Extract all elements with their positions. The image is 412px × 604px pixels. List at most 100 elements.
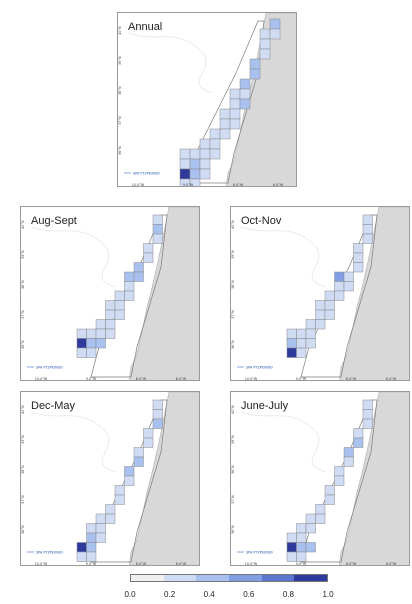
grid-cell — [353, 428, 364, 439]
grid-cell — [114, 300, 125, 311]
colorbar-bin — [261, 575, 295, 581]
grid-cell — [324, 485, 335, 496]
panel-title: Annual — [128, 21, 163, 33]
legend-label: SPA PTZPE0080 — [36, 551, 63, 555]
grid-cell — [86, 532, 97, 543]
grid-cell — [95, 523, 106, 534]
colorbar-bin — [229, 575, 262, 581]
grid-cell — [296, 542, 307, 553]
x-tick-label: 9.0°W — [296, 377, 307, 381]
grid-cell — [334, 466, 345, 477]
y-tick-label: 39°N — [21, 435, 25, 444]
grid-cell — [315, 504, 326, 515]
grid-cell — [305, 328, 316, 339]
grid-cell — [86, 523, 97, 534]
grid-cell — [95, 319, 106, 330]
grid-cell — [86, 347, 97, 358]
grid-cell — [269, 28, 281, 40]
grid-cell — [305, 523, 316, 534]
y-tick-label: 36°N — [231, 525, 235, 534]
grid-cell — [179, 148, 191, 160]
grid-cell — [296, 338, 307, 349]
grid-cell — [95, 328, 106, 339]
x-tick-label: 10.0°W — [132, 183, 145, 187]
grid-cell — [76, 347, 87, 358]
x-tick-label: 9.0°W — [86, 562, 97, 566]
grid-cell — [334, 281, 345, 292]
grid-cell — [219, 118, 231, 130]
panel-title: Oct-Nov — [241, 215, 282, 227]
grid-cell — [343, 271, 354, 282]
grid-cell — [219, 128, 231, 140]
grid-cell — [189, 158, 201, 170]
grid-cell — [95, 532, 106, 543]
grid-cell — [209, 138, 221, 150]
grid-cell — [105, 319, 116, 330]
grid-cell — [286, 328, 297, 339]
y-tick-label: 38°N — [21, 465, 25, 474]
bathymetry-line — [30, 226, 117, 288]
y-tick-label: 38°N — [231, 465, 235, 474]
grid-cell — [353, 252, 364, 263]
grid-cell — [334, 475, 345, 486]
grid-cell — [199, 168, 211, 180]
grid-cell — [305, 338, 316, 349]
bathymetry-line — [240, 411, 327, 473]
grid-cell — [324, 309, 335, 320]
y-tick-label: 37°N — [21, 310, 25, 319]
grid-cell — [239, 78, 251, 90]
grid-cell — [362, 409, 373, 420]
map-panel-oct-nov: 40°N 39°N 38°N 37°N 36°N 10.0°W 9.0°W 8.0°W 6.0°… — [230, 206, 410, 381]
x-tick-label: 6.0°W — [386, 377, 397, 381]
bathymetry-line — [30, 411, 117, 473]
grid-cell — [353, 243, 364, 254]
grid-cell — [259, 38, 271, 50]
grid-cell — [343, 447, 354, 458]
colorbar-bin — [163, 575, 197, 581]
grid-cell — [324, 300, 335, 311]
grid-cell — [105, 300, 116, 311]
y-tick-label: 40°N — [21, 405, 25, 414]
y-tick-label: 36°N — [231, 340, 235, 349]
grid-cell — [353, 262, 364, 273]
x-tick-label: 6.0°W — [176, 562, 187, 566]
grid-cell — [199, 148, 211, 160]
grid-cell — [229, 108, 241, 120]
grid-cell — [353, 437, 364, 448]
legend-label: SPA PTZPE0080 — [246, 551, 273, 555]
map-svg: 40°N 39°N 38°N 37°N 36°N 10.0°W 9.0°W 8.0°W 6.0°… — [231, 207, 409, 381]
x-tick-label: 6.0°W — [176, 377, 187, 381]
grid-cell — [189, 178, 201, 186]
grid-cell — [95, 513, 106, 524]
colorbar-tick-label: 1.0 — [322, 590, 334, 599]
grid-cell — [249, 68, 261, 80]
grid-cell — [259, 48, 271, 60]
grid-cell — [143, 437, 154, 448]
y-tick-label: 39°N — [231, 250, 235, 259]
grid-cells — [179, 18, 281, 186]
x-tick-label: 8.0°W — [346, 377, 357, 381]
x-tick-label: 9.0°W — [296, 562, 307, 566]
grid-cell — [124, 271, 135, 282]
grid-cell — [239, 88, 251, 100]
grid-cell — [239, 98, 251, 110]
y-tick-label: 39°N — [118, 56, 122, 65]
grid-cell — [286, 338, 297, 349]
y-tick-label: 37°N — [118, 116, 122, 125]
grid-cell — [334, 271, 345, 282]
y-tick-label: 36°N — [21, 340, 25, 349]
grid-cell — [76, 551, 87, 562]
map-panel-annual: 40°N 39°N 38°N 37°N 36°N 10.0°W 9.0°W 8.0°W 6.0°… — [117, 12, 297, 187]
grid-cell — [315, 309, 326, 320]
grid-cell — [114, 309, 125, 320]
map-svg: 40°N 39°N 38°N 37°N 36°N 10.0°W 9.0°W 8.0°W 6.0°… — [231, 392, 409, 566]
grid-cell — [315, 300, 326, 311]
grid-cell — [76, 338, 87, 349]
grid-cell — [199, 158, 211, 170]
map-svg: 40°N 39°N 38°N 37°N 36°N 10.0°W 9.0°W 8.0°W 6.0°… — [21, 207, 199, 381]
colorbar-bin — [131, 575, 164, 581]
land-area — [338, 392, 409, 565]
grid-cell — [286, 551, 297, 562]
grid-cell — [105, 513, 116, 524]
grid-cell — [124, 290, 135, 301]
